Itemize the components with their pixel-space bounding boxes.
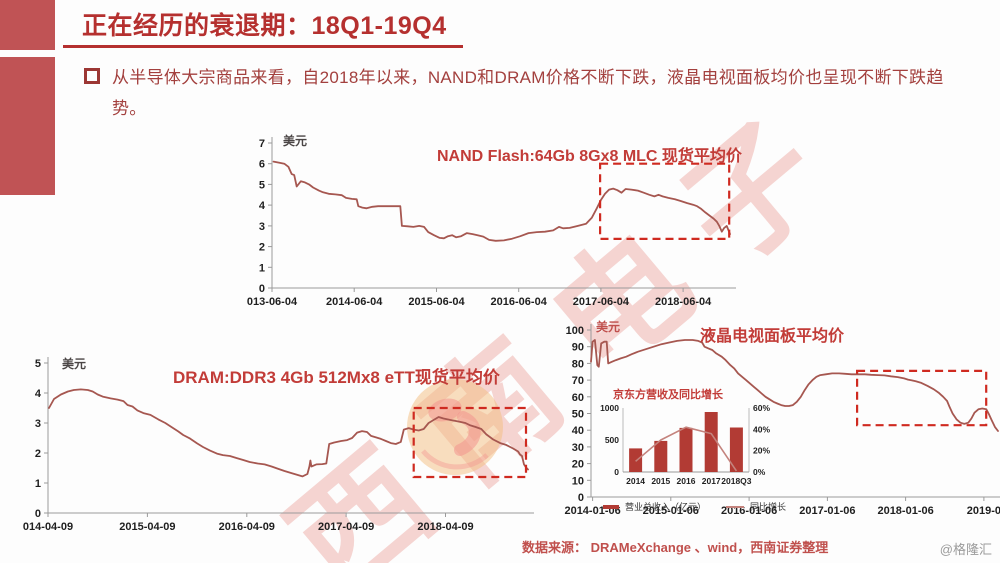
y-tick-label: 30 [572, 442, 584, 454]
x-tick-label: 2015-06-04 [408, 296, 465, 306]
y-tick-label: 1 [35, 478, 41, 490]
sidebar-accent-bottom [0, 57, 55, 195]
revenue-bar [729, 427, 743, 472]
nand-chart-title: NAND Flash:64Gb 8Gx8 MLC 现货平均价 [437, 148, 742, 165]
y-tick-label: 7 [259, 138, 265, 150]
y-tick-label: 0 [578, 492, 584, 504]
y-tick-label: 60 [572, 392, 584, 404]
y-tick-label: 2 [259, 242, 265, 254]
x-tick-label: 014-04-09 [23, 521, 73, 533]
y-tick-label: 80 [572, 358, 584, 370]
lcd-price-line [590, 339, 999, 432]
inset-category-label: 2015 [651, 476, 670, 486]
y-tick-label: 1 [259, 262, 265, 274]
y-tick-label: 0 [35, 508, 41, 520]
source-note: 数据来源： DRAMeXchange 、wind，西南证券整理 [522, 540, 829, 555]
x-tick-label: 2018-01-06 [877, 505, 933, 517]
x-tick-label: 2016-06-04 [491, 296, 548, 306]
revenue-bar [679, 427, 693, 472]
y-tick-label: 50 [572, 409, 584, 421]
y-tick-label: 40 [572, 425, 584, 437]
inset-left-tick: 1000 [600, 403, 619, 413]
growth-line [635, 426, 738, 472]
dram-chart-title: DRAM:DDR3 4Gb 512Mx8 eTT现货平均价 [173, 368, 500, 387]
y-tick-label: 6 [259, 159, 265, 171]
y-tick-label: 5 [35, 358, 41, 370]
y-tick-label: 5 [259, 179, 265, 191]
y-tick-label: 70 [572, 375, 584, 387]
nand-unit-label: 美元 [283, 134, 308, 148]
inset-right-tick: 40% [753, 424, 770, 434]
x-tick-label: 2016-04-09 [219, 521, 275, 533]
nand-price-line [272, 160, 731, 242]
revenue-bar [654, 440, 668, 472]
dram-price-line [48, 388, 529, 478]
x-tick-label: 013-06-04 [247, 296, 298, 306]
legend-growth-label: 同比增长 [750, 502, 787, 512]
y-tick-label: 2 [35, 448, 41, 460]
inset-category-label: 2018Q3 [721, 476, 752, 486]
boe-inset-title: 京东方营收及同比增长 [613, 389, 723, 401]
x-tick-label: 2015-04-09 [119, 521, 175, 533]
y-tick-label: 10 [572, 475, 584, 487]
legend-growth-swatch-icon [726, 505, 744, 508]
x-tick-label: 2017-04-09 [318, 521, 374, 533]
revenue-bar [629, 448, 643, 472]
x-tick-label: 2019-0 [967, 505, 1000, 517]
x-tick-label: 2017-06-04 [573, 296, 630, 306]
x-tick-label: 2018-04-09 [417, 521, 473, 533]
bullet-text: 从半导体大宗商品来看，自2018年以来，NAND和DRAM价格不断下跌，液晶电视… [112, 68, 944, 119]
inset-left-tick: 500 [605, 435, 619, 445]
boe-inset-chart: 0 500 1000 0% 20% 40% 60% 2014 2015 2016 2017 2018Q… [600, 403, 770, 486]
sidebar-accent-top [0, 0, 55, 50]
x-tick-label: 2017-01-06 [799, 505, 855, 517]
nand-price-chart: 0 1 2 3 4 5 6 7 013-06-04 2014-06-04 2015-06-04 201… [247, 137, 736, 306]
dram-highlight-box [412, 406, 528, 479]
y-tick-label: 3 [35, 418, 41, 430]
x-tick-label: 2015-01-06 [643, 505, 699, 517]
inset-category-label: 2014 [626, 476, 645, 486]
inset-left-tick: 0 [614, 467, 619, 477]
y-tick-label: 4 [35, 388, 42, 400]
bullet-item: 从半导体大宗商品来看，自2018年以来，NAND和DRAM价格不断下跌，液晶电视… [84, 62, 974, 125]
x-tick-label: 2016-01-06 [721, 505, 777, 517]
revenue-bar [704, 412, 718, 472]
bullet-square-icon [84, 68, 100, 84]
credit-badge: @格隆汇 [939, 542, 992, 557]
page-title: 正在经历的衰退期：18Q1-19Q4 [82, 12, 447, 40]
inset-right-tick: 20% [753, 446, 770, 456]
y-tick-label: 100 [566, 325, 584, 337]
dram-price-chart: 0 1 2 3 4 5 014-04-09 2015-04-09 2016-04-09 2017-… [23, 357, 534, 533]
lcd-chart-title: 液晶电视面板平均价 [700, 328, 845, 345]
y-tick-label: 90 [572, 342, 584, 354]
x-tick-label: 2014-06-04 [326, 296, 383, 306]
inset-category-label: 2017 [702, 476, 721, 486]
y-tick-label: 4 [259, 200, 266, 212]
y-tick-label: 3 [259, 221, 265, 233]
legend-revenue-label: 营业总收入（亿元） [624, 502, 706, 512]
y-tick-label: 0 [259, 283, 265, 295]
inset-right-tick: 0% [753, 467, 766, 477]
nand-highlight-box [599, 162, 731, 240]
title-underline [63, 45, 463, 48]
dram-unit-label: 美元 [62, 357, 87, 371]
y-tick-label: 20 [572, 459, 584, 471]
boe-inset: 京东方营收及同比增长 0 500 1000 0% 20% 40% 60% 2014 2015 20… [597, 386, 792, 513]
inset-right-tick: 60% [753, 403, 770, 413]
watermark-stamp-icon [407, 379, 503, 475]
legend-revenue-swatch-icon [602, 504, 619, 509]
lcd-highlight-box [856, 369, 988, 427]
boe-legend: 营业总收入（亿元） 同比增长 [597, 500, 792, 513]
inset-category-label: 2016 [677, 476, 696, 486]
x-tick-label: 2018-06-04 [655, 296, 712, 306]
lcd-unit-label: 美元 [596, 320, 621, 334]
